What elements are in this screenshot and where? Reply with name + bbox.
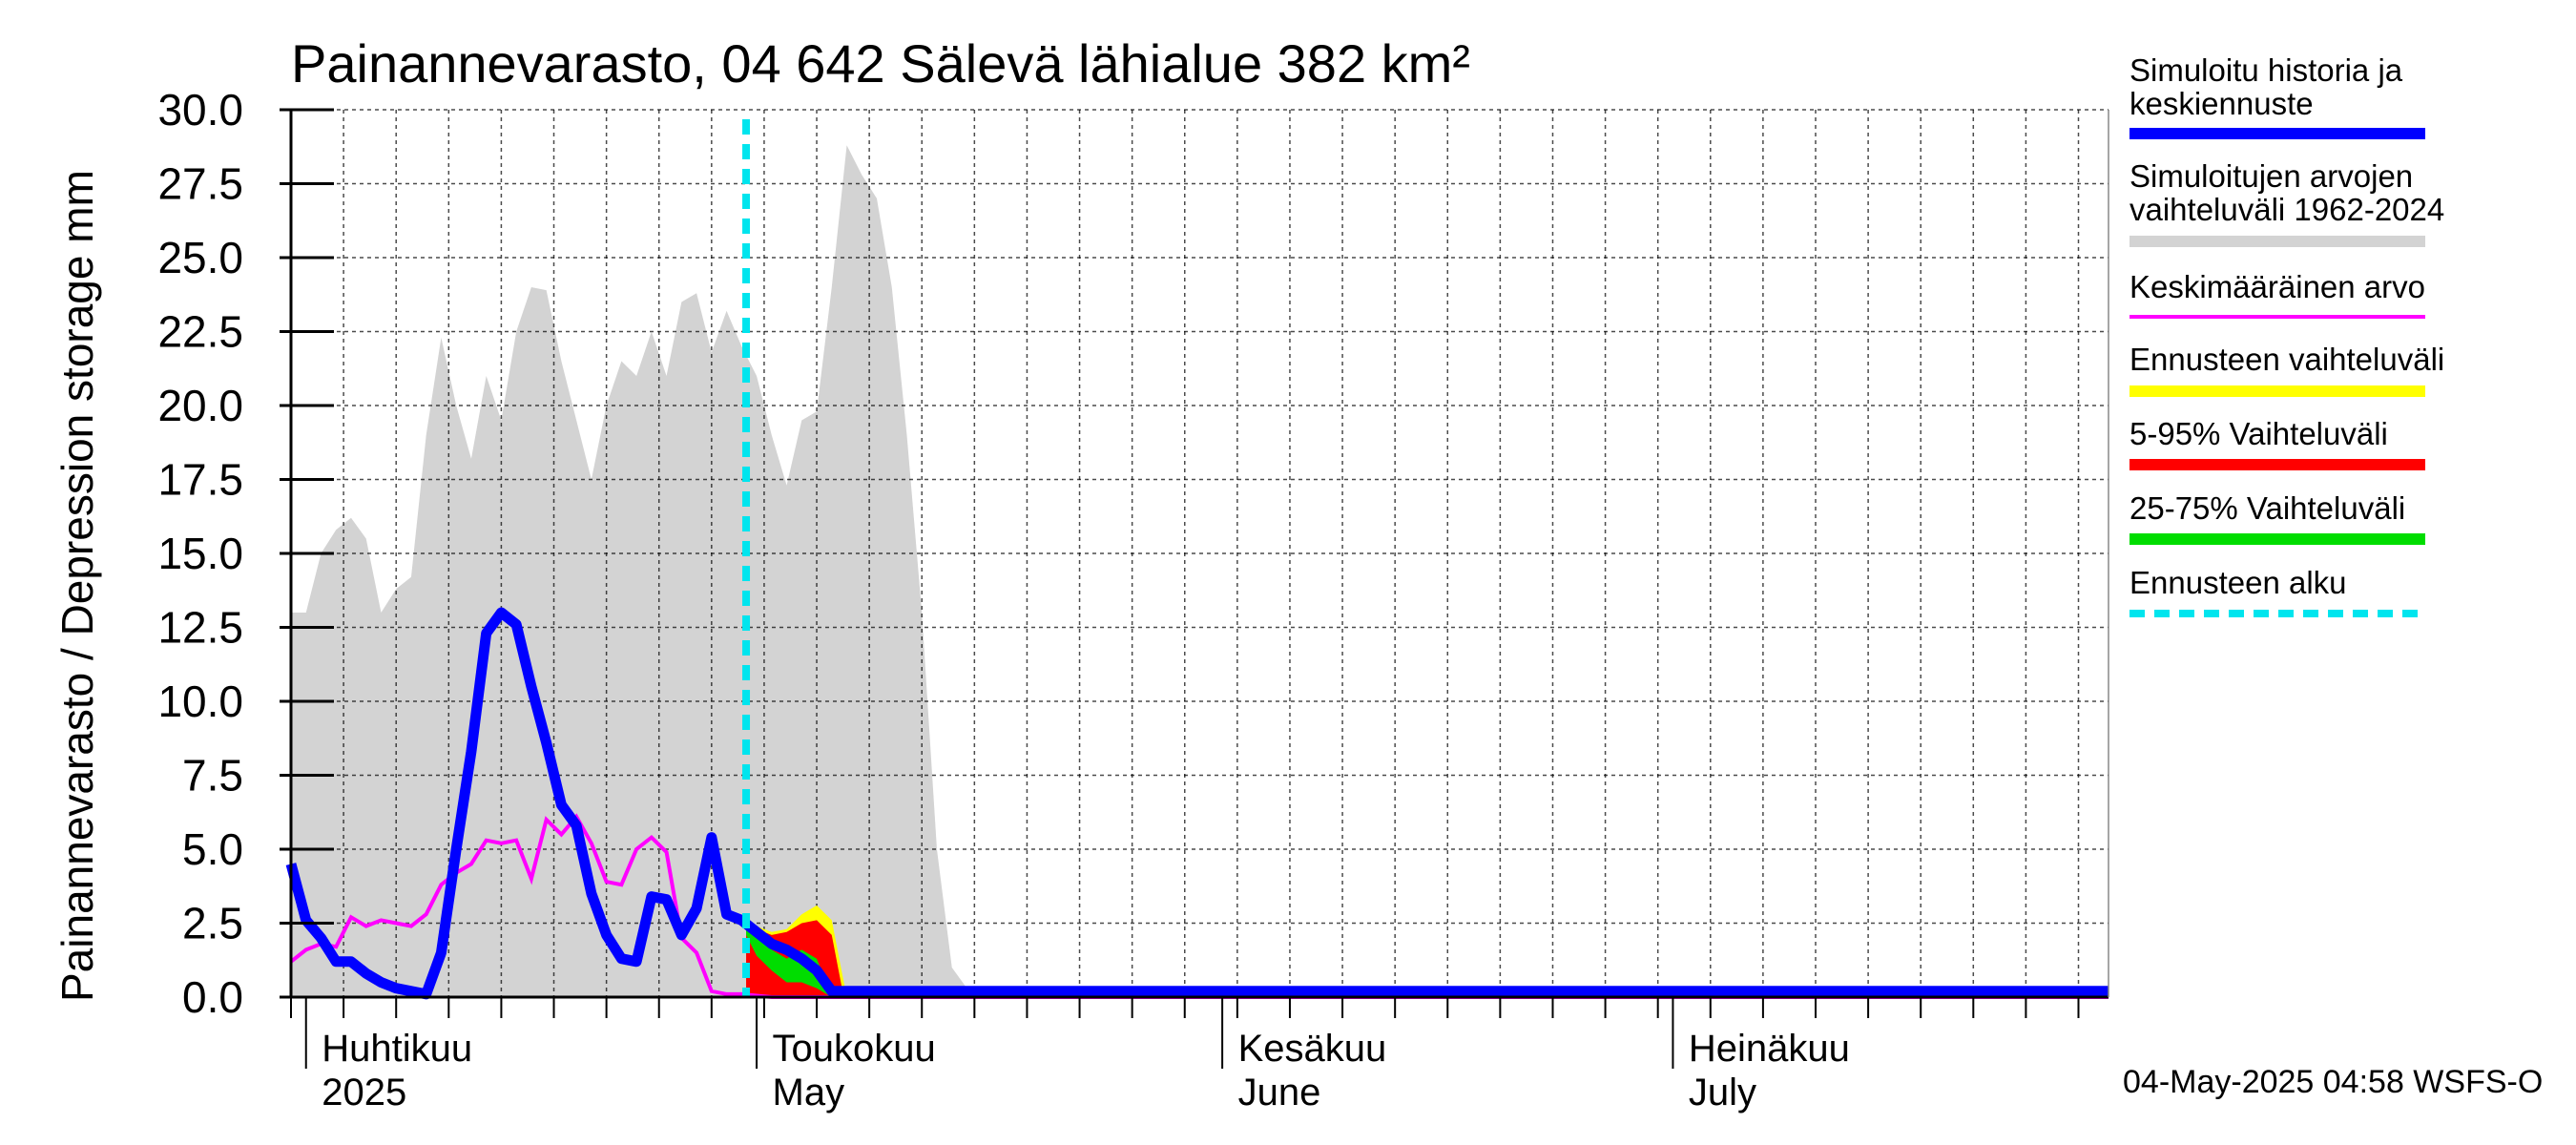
- month-label: Heinäkuu: [1689, 1028, 1850, 1070]
- y-tick-label: 0.0: [182, 972, 243, 1022]
- legend-label: Keskimääräinen arvo: [2129, 269, 2425, 304]
- month-label: Toukokuu: [773, 1028, 936, 1070]
- simulated-line: [285, 607, 2109, 1000]
- y-axis-label: Painannevarasto / Depression storage mm: [52, 170, 102, 1002]
- month-label: Huhtikuu: [322, 1028, 472, 1070]
- y-tick-label: 25.0: [157, 233, 243, 282]
- legend-label: 25-75% Vaihteluväli: [2129, 490, 2405, 526]
- legend-label: Ennusteen alku: [2129, 565, 2347, 600]
- month-sublabel: May: [773, 1072, 845, 1114]
- y-tick-label: 27.5: [157, 159, 243, 209]
- legend-label: Simuloitu historia ja: [2129, 52, 2403, 88]
- hist-range-area: [291, 145, 2109, 997]
- legend-label: 5-95% Vaihteluväli: [2129, 416, 2388, 451]
- y-tick-label: 30.0: [157, 85, 243, 135]
- y-tick-label: 20.0: [157, 381, 243, 430]
- plot-area: 0.0 2.5 5.0 7.5 10.0 12.5 15.0 17.5 20.0 22.5 25.0…: [157, 85, 2109, 1114]
- legend-label: Simuloitujen arvojen: [2129, 158, 2413, 194]
- y-tick-label: 7.5: [182, 751, 243, 801]
- month-label: Kesäkuu: [1238, 1028, 1387, 1070]
- y-tick-label: 17.5: [157, 455, 243, 505]
- mean-line: [289, 813, 2109, 999]
- fc-green-band: [746, 926, 832, 997]
- chart-title: Painannevarasto, 04 642 Sälevä lähialue …: [291, 33, 1470, 94]
- month-sublabel: 2025: [322, 1072, 406, 1114]
- legend-label: Ennusteen vaihteluväli: [2129, 342, 2444, 377]
- legend-label-line2: keskiennuste: [2129, 86, 2314, 121]
- y-tick-label: 12.5: [157, 603, 243, 653]
- y-tick-label: 10.0: [157, 677, 243, 726]
- y-tick-label: 2.5: [182, 899, 243, 948]
- y-tick-label: 22.5: [157, 307, 243, 357]
- month-sublabel: June: [1238, 1072, 1321, 1114]
- y-tick-label: 5.0: [182, 824, 243, 874]
- legend-label-line2: vaihteluväli 1962-2024: [2129, 192, 2444, 227]
- month-sublabel: July: [1689, 1072, 1756, 1114]
- y-tick-label: 15.0: [157, 529, 243, 578]
- timestamp-footer: 04-May-2025 04:58 WSFS-O: [2123, 1064, 2543, 1100]
